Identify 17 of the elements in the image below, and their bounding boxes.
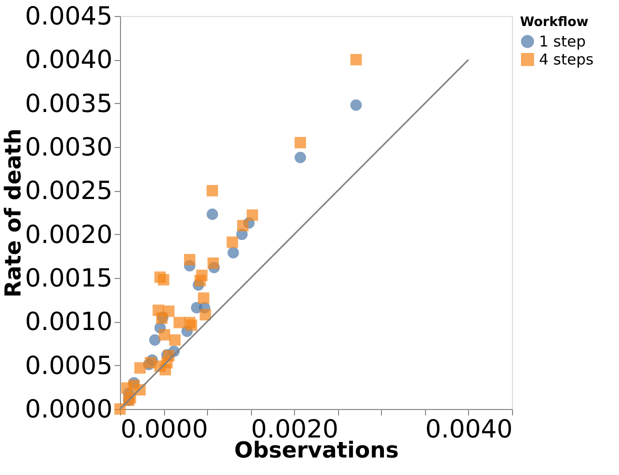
y-tick-label: 0.0010: [25, 307, 112, 336]
y-tick-label: 0.0035: [25, 88, 112, 118]
y-tick-label: 0.0025: [25, 176, 112, 206]
legend-label: 4 steps: [539, 50, 594, 68]
y-tick-label: 0.0005: [25, 350, 112, 380]
y-tick-label: 0.0020: [25, 220, 112, 249]
y-tick-label: 0.0000: [25, 394, 112, 424]
x-axis-title: Observations: [234, 438, 399, 464]
y-tick-label: 0.0045: [25, 2, 112, 30]
y-tick-label: 0.0040: [25, 45, 112, 74]
y-tick-label: 0.0015: [25, 264, 112, 292]
legend-label: 1 step: [539, 32, 586, 50]
x-tick-label: 0.0040: [425, 414, 513, 444]
x-tick-label: 0.0000: [120, 414, 208, 444]
y-axis-title: Rate of death: [2, 128, 26, 298]
y-tick-label: 0.0030: [25, 132, 112, 162]
legend-title: Workflow: [520, 15, 588, 30]
